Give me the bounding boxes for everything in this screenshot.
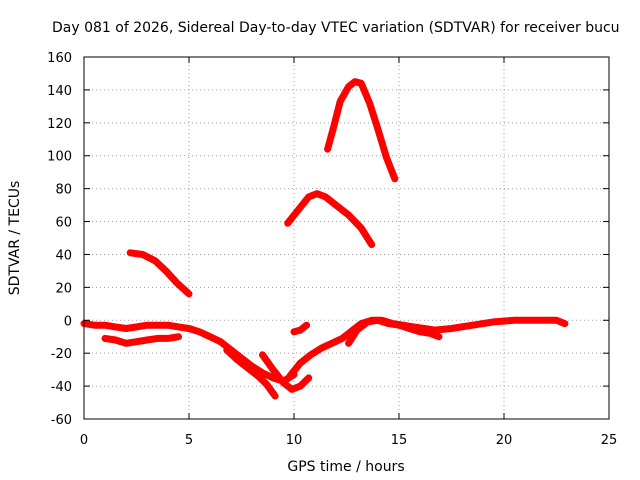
y-tick-label: -40 [51, 380, 72, 395]
series-arc-10 [290, 321, 311, 336]
y-tick-label: 140 [47, 84, 72, 99]
x-axis-title: GPS time / hours [287, 459, 404, 475]
plot-frame [83, 56, 610, 420]
series-arc-7 [259, 351, 313, 393]
chart-title: Day 081 of 2026, Sidereal Day-to-day VTE… [52, 20, 620, 36]
x-tick-label: 15 [391, 433, 408, 448]
series-arc-9 [345, 316, 443, 347]
series-layer [80, 78, 569, 400]
series-arc-1 [126, 249, 193, 298]
tick-layer: 0 5 10 15 20 25 -60 -40 -20 0 20 40 60 80 100 120 140 160 [47, 51, 617, 448]
y-tick-label: -20 [51, 347, 72, 362]
series-arc-2 [284, 190, 376, 249]
series-arc-3 [324, 78, 399, 183]
series-arc-6 [223, 346, 279, 400]
x-tick-label: 20 [496, 433, 513, 448]
y-tick-label: 120 [47, 117, 72, 132]
y-tick-label: 40 [55, 248, 72, 263]
series-arc-5 [101, 333, 182, 347]
y-tick-label: 20 [55, 281, 72, 296]
y-tick-label: 80 [55, 183, 72, 198]
y-tick-label: 60 [55, 216, 72, 231]
grid-layer [84, 57, 609, 419]
x-tick-label: 5 [185, 433, 193, 448]
y-axis-title: SDTVAR / TECUs [7, 181, 23, 296]
x-tick-label: 25 [601, 433, 618, 448]
x-tick-label: 0 [80, 433, 88, 448]
y-tick-label: 0 [64, 314, 72, 329]
series-arc-8 [286, 316, 569, 380]
y-tick-label: 160 [47, 51, 72, 66]
y-tick-label: -60 [51, 413, 72, 428]
x-tick-label: 10 [286, 433, 303, 448]
y-tick-label: 100 [47, 150, 72, 165]
series-arc-4 [80, 320, 298, 385]
